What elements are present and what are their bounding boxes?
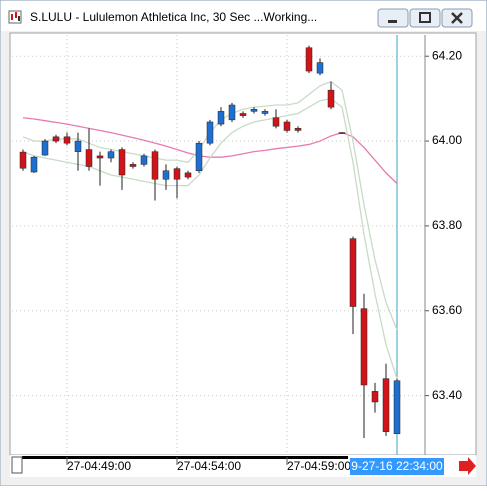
- chart-area: [9, 32, 477, 456]
- scroll-handle[interactable]: [11, 456, 23, 474]
- window-title: S.LULU - Lululemon Athletica Inc, 30 Sec…: [30, 10, 317, 24]
- candle-body: [41, 140, 49, 156]
- candle-body: [250, 108, 258, 112]
- candle-body: [129, 164, 137, 167]
- scroll-track: [22, 456, 348, 459]
- y-tick-label: 63.80: [432, 218, 462, 232]
- y-tick-label: 63.40: [432, 388, 462, 402]
- candle-body: [305, 47, 313, 72]
- candle-body: [349, 238, 357, 307]
- y-tick-label: 64.00: [432, 133, 462, 147]
- candle-body: [107, 151, 115, 159]
- y-tick-label: 64.20: [432, 48, 462, 62]
- x-tick-label: 27-04:59:00: [287, 459, 351, 473]
- candle-body: [327, 89, 335, 108]
- close-button[interactable]: [441, 8, 473, 28]
- candle-body: [195, 142, 203, 172]
- y-tick-label: 63.60: [432, 303, 462, 317]
- candle-body: [162, 170, 170, 180]
- candle-body: [85, 149, 93, 167]
- candle-body: [382, 378, 390, 432]
- candle-body: [63, 136, 71, 144]
- candle-body: [52, 136, 60, 142]
- candle-body: [261, 111, 269, 114]
- crosshair-time-label: 9-27-16 22:34:00: [351, 459, 443, 473]
- candle-body: [338, 132, 346, 134]
- candle-body: [74, 140, 82, 152]
- candle-body: [206, 121, 214, 144]
- maximize-button[interactable]: [409, 8, 441, 28]
- candle-body: [217, 111, 225, 125]
- candle-body: [283, 121, 291, 131]
- app-icon: [8, 10, 22, 24]
- minimize-button[interactable]: [377, 8, 409, 28]
- x-tick-label: 27-04:54:00: [177, 459, 241, 473]
- plot: 63.40 63.60 63.80 64.00 64.20: [12, 35, 462, 455]
- candle-body: [393, 380, 401, 435]
- scroll-right-arrow[interactable]: [459, 457, 476, 475]
- candle-body: [151, 151, 159, 180]
- candle-body: [294, 128, 302, 131]
- candle-body: [173, 168, 181, 180]
- candle-body: [30, 156, 38, 173]
- candle-body: [96, 155, 104, 159]
- moving-average-line: [22, 97, 398, 379]
- candle-body: [228, 104, 236, 121]
- candle-body: [316, 62, 324, 74]
- candle-body: [19, 151, 27, 169]
- candle-body: [239, 113, 247, 116]
- candle-body: [360, 308, 368, 386]
- candle-body: [272, 117, 280, 127]
- candle-body: [371, 391, 379, 403]
- crosshair-label-bg: [350, 458, 444, 475]
- candle-body: [140, 155, 148, 165]
- candle-body: [184, 172, 192, 178]
- candle-body: [118, 149, 126, 176]
- x-tick-label: 27-04:49:00: [67, 459, 131, 473]
